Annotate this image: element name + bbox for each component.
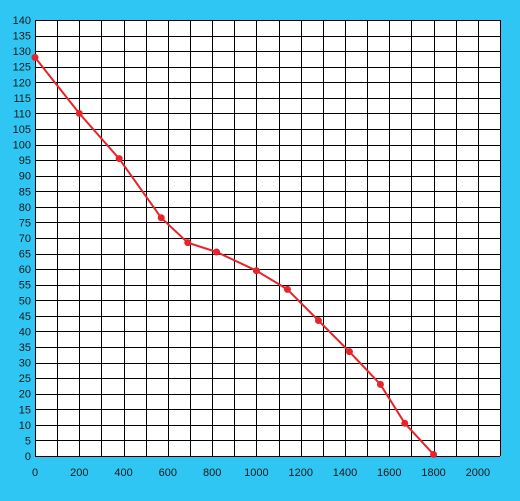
data-point bbox=[115, 155, 123, 163]
y-tick-label: 105 bbox=[13, 124, 31, 136]
y-tick-label: 120 bbox=[13, 77, 31, 89]
data-point bbox=[31, 53, 39, 61]
y-tick-label: 115 bbox=[13, 93, 31, 105]
x-tick-label: 1400 bbox=[333, 467, 357, 479]
data-point bbox=[430, 450, 438, 458]
y-tick-label: 35 bbox=[19, 342, 31, 354]
y-tick-label: 40 bbox=[19, 326, 31, 338]
y-tick-label: 80 bbox=[19, 202, 31, 214]
data-point bbox=[314, 317, 322, 325]
x-tick-label: 0 bbox=[32, 467, 38, 479]
y-tick-label: 100 bbox=[13, 140, 31, 152]
x-tick-label: 800 bbox=[203, 467, 221, 479]
y-tick-label: 140 bbox=[13, 15, 31, 27]
y-tick-label: 135 bbox=[13, 31, 31, 43]
data-point bbox=[376, 380, 384, 388]
y-tick-label: 25 bbox=[19, 373, 31, 385]
y-tick-label: 85 bbox=[19, 186, 31, 198]
x-tick-label: 400 bbox=[114, 467, 132, 479]
data-point bbox=[345, 348, 353, 356]
data-point bbox=[184, 239, 192, 247]
y-tick-label: 10 bbox=[19, 420, 31, 432]
series-layer bbox=[31, 53, 438, 458]
y-tick-label: 95 bbox=[19, 155, 31, 167]
y-tick-label: 45 bbox=[19, 311, 31, 323]
y-tick-label: 30 bbox=[19, 358, 31, 370]
y-tick-label: 75 bbox=[19, 217, 31, 229]
x-tick-label: 1000 bbox=[244, 467, 268, 479]
tick-labels: 0 5 10 15 20 25 30 35 40 45 50 55 60 65 70 75 80 85 90 95 10… bbox=[13, 15, 490, 479]
x-tick-label: 200 bbox=[70, 467, 88, 479]
y-tick-label: 15 bbox=[19, 404, 31, 416]
y-tick-label: 5 bbox=[25, 435, 31, 447]
data-point bbox=[401, 419, 409, 427]
y-tick-label: 110 bbox=[13, 108, 31, 120]
y-tick-label: 130 bbox=[13, 46, 31, 58]
y-tick-label: 55 bbox=[19, 280, 31, 292]
data-point bbox=[252, 267, 260, 275]
y-tick-label: 20 bbox=[19, 389, 31, 401]
x-tick-label: 1800 bbox=[421, 467, 445, 479]
data-point bbox=[213, 248, 221, 256]
data-point bbox=[157, 214, 165, 222]
x-tick-label: 600 bbox=[159, 467, 177, 479]
x-tick-label: 1200 bbox=[288, 467, 312, 479]
grid-lines bbox=[35, 20, 501, 457]
y-tick-label: 70 bbox=[19, 233, 31, 245]
x-tick-label: 1600 bbox=[377, 467, 401, 479]
y-tick-label: 90 bbox=[19, 171, 31, 183]
y-tick-label: 65 bbox=[19, 249, 31, 261]
y-tick-label: 60 bbox=[19, 264, 31, 276]
data-point bbox=[283, 285, 291, 293]
y-tick-label: 125 bbox=[13, 62, 31, 74]
data-point bbox=[75, 109, 83, 117]
y-tick-label: 50 bbox=[19, 295, 31, 307]
x-tick-label: 2000 bbox=[466, 467, 490, 479]
y-tick-label: 0 bbox=[25, 451, 31, 463]
